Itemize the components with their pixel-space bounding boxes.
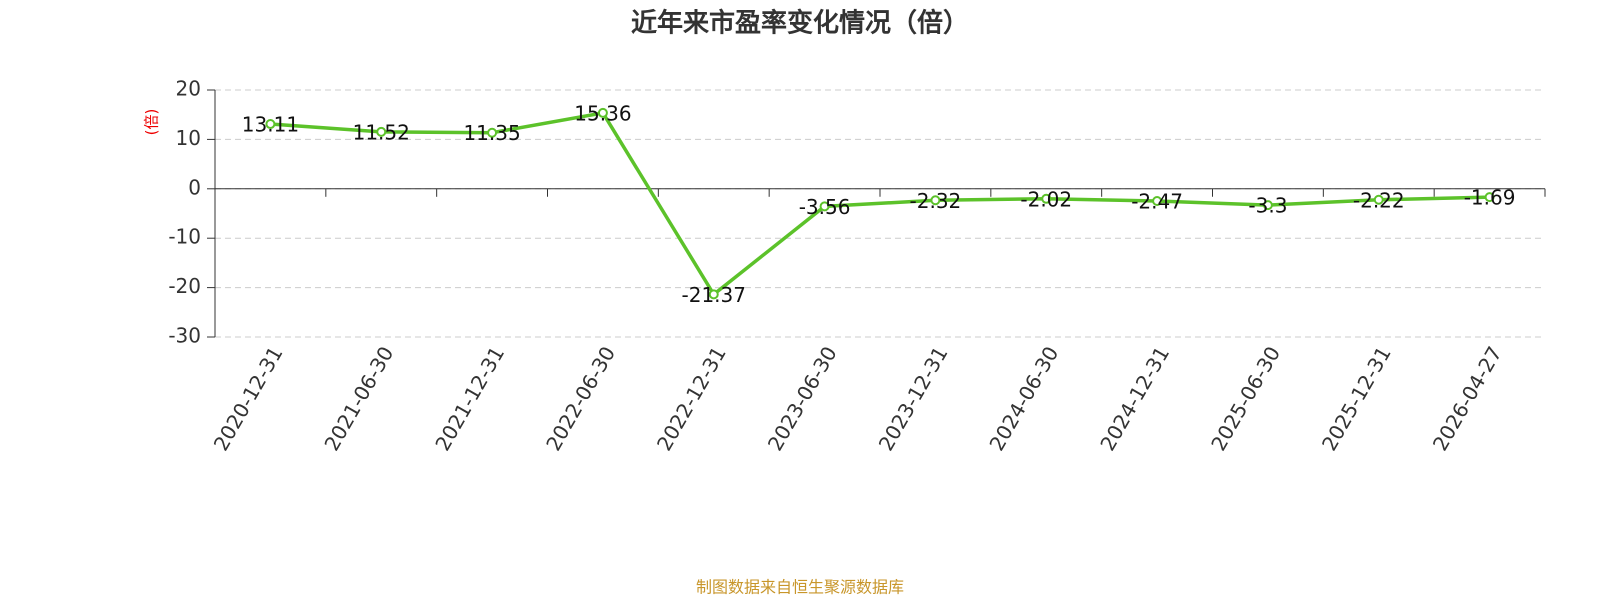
point (265, 119, 276, 130)
point (1262, 200, 1273, 211)
point (1484, 192, 1495, 203)
x-tick-label: 2023-12-31 (874, 342, 953, 455)
x-tick-label: 2022-12-31 (652, 342, 731, 455)
point (708, 289, 719, 300)
x-tick-label: 2021-12-31 (430, 342, 509, 455)
data-label: -2.47 (1131, 190, 1183, 214)
y-tick-label: -10 (168, 225, 201, 249)
point (597, 107, 608, 118)
data-label: 15.36 (574, 101, 631, 125)
y-tick-label: 20 (176, 77, 201, 101)
y-tick-label: 10 (176, 126, 201, 150)
source-note: 制图数据来自恒生聚源数据库 (696, 578, 904, 597)
x-tick-label: 2021-06-30 (319, 342, 398, 455)
data-label: -3.56 (799, 195, 851, 219)
x-tick-label: 2020-12-31 (209, 342, 288, 455)
data-label: 13.11 (242, 113, 299, 137)
point (930, 195, 941, 206)
x-tick-label: 2024-06-30 (984, 342, 1063, 455)
y-tick-label: -20 (168, 274, 201, 298)
y-axis-label: (倍) (143, 109, 161, 136)
point (1041, 193, 1052, 204)
point (487, 127, 498, 138)
x-tick-label: 2026-04-27 (1428, 342, 1507, 455)
data-label: -1.69 (1464, 186, 1516, 210)
point (819, 201, 830, 212)
y-tick-label: -30 (168, 324, 201, 348)
point (376, 126, 387, 137)
x-tick-label: 2025-12-31 (1317, 342, 1396, 455)
data-label: -2.22 (1353, 188, 1405, 212)
x-tick-label: 2023-06-30 (763, 342, 842, 455)
x-tick-label: 2022-06-30 (541, 342, 620, 455)
data-label: 11.52 (353, 120, 410, 144)
data-label: -3.3 (1248, 194, 1287, 218)
chart-title: 近年来市盈率变化情况（倍） (631, 8, 969, 39)
x-tick-label: 2024-12-31 (1095, 342, 1174, 455)
point (1152, 196, 1163, 207)
point (1373, 194, 1384, 205)
x-tick-label: 2025-06-30 (1206, 342, 1285, 455)
line (270, 110, 1490, 297)
data-label: -2.32 (910, 189, 962, 213)
y-tick-label: 0 (188, 175, 201, 199)
data-label: -21.37 (682, 283, 746, 307)
data-label: -2.02 (1020, 187, 1072, 211)
data-label: 11.35 (463, 121, 520, 145)
